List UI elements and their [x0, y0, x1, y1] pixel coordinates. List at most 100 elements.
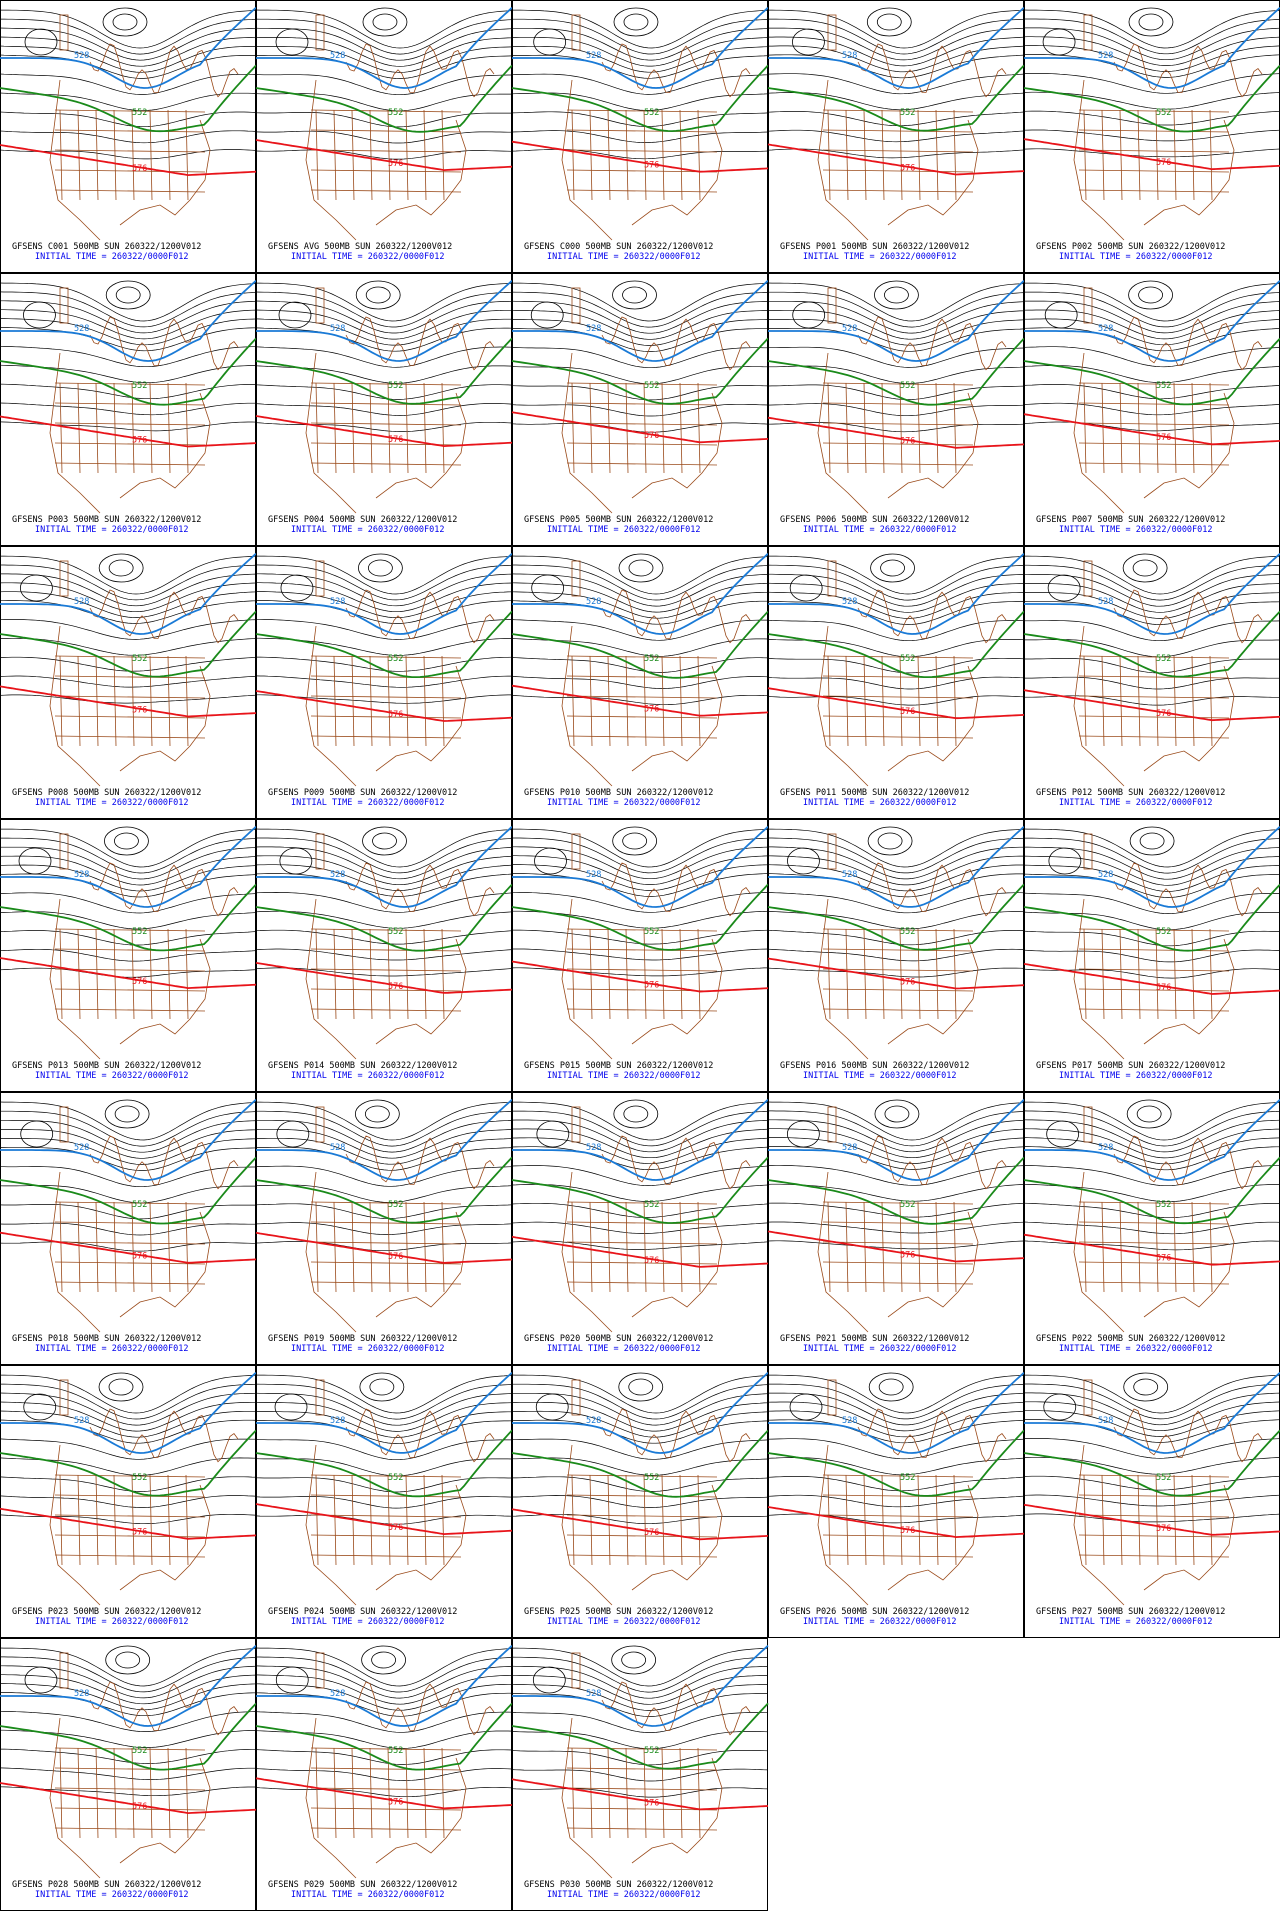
- state-line: [315, 1474, 319, 1566]
- map-panel: 528 552 576 GFSENS P015 500MB SUN 260322/12…: [511, 819, 769, 1092]
- height-contour: [767, 1221, 1025, 1234]
- island: [827, 1379, 837, 1416]
- island: [827, 560, 837, 597]
- state-line: [54, 1787, 206, 1791]
- contour-528: [256, 1645, 513, 1727]
- height-contour: [255, 1420, 513, 1444]
- panel-init: INITIAL TIME = 260322/0000F012: [35, 1617, 189, 1627]
- state-line: [310, 189, 462, 193]
- height-contour: [0, 591, 257, 618]
- height-contour: [1023, 327, 1280, 352]
- map-panel: 528 552 576 GFSENS P028 500MB SUN 260322/12…: [0, 1638, 257, 1911]
- low-center: [276, 1120, 310, 1148]
- state-line: [167, 109, 171, 201]
- low-center: [880, 559, 905, 577]
- contour-528: [768, 1372, 1025, 1454]
- state-line: [1209, 1201, 1213, 1293]
- state-line: [1078, 1534, 1230, 1538]
- state-line: [54, 1767, 206, 1771]
- state-line: [369, 382, 373, 474]
- state-line: [881, 1201, 885, 1293]
- state-line: [566, 1554, 718, 1558]
- state-line: [935, 382, 939, 474]
- state-line: [566, 1241, 718, 1245]
- state-line: [1078, 1008, 1230, 1012]
- height-contour: [512, 1383, 769, 1420]
- state-line: [566, 402, 718, 406]
- state-line: [423, 928, 427, 1020]
- height-contour: [256, 282, 513, 322]
- state-line: [310, 1554, 462, 1558]
- height-contour: [768, 291, 1025, 328]
- height-contour: [767, 967, 1025, 978]
- panel-border: [0, 1365, 256, 1638]
- island: [315, 560, 325, 597]
- state-line: [566, 1534, 718, 1538]
- state-line: [167, 1201, 171, 1293]
- height-contour: [0, 1147, 257, 1171]
- contour-label: 576: [900, 163, 915, 173]
- state-line: [95, 1474, 99, 1566]
- height-contour: [255, 1184, 513, 1203]
- contour-576: [255, 1231, 513, 1264]
- coastline: [561, 1717, 723, 1879]
- contour-label: 576: [900, 707, 915, 717]
- state-line: [1119, 1201, 1123, 1293]
- map-panel: 528 552 576 GFSENS P016 500MB SUN 260322/12…: [767, 819, 1025, 1092]
- height-contour: [1023, 828, 1280, 868]
- contour-label: 528: [586, 1143, 601, 1153]
- contour-528: [1024, 7, 1280, 89]
- coastline: [89, 1135, 239, 1190]
- panel-border: [512, 273, 768, 546]
- map-panel: 528 552 576 GFSENS P011 500MB SUN 260322/12…: [767, 546, 1025, 819]
- state-line: [845, 109, 849, 201]
- panel-init: INITIAL TIME = 260322/0000F012: [1059, 252, 1213, 262]
- state-line: [54, 149, 206, 153]
- height-contour: [255, 1401, 513, 1432]
- island: [571, 560, 581, 597]
- state-line: [310, 1474, 462, 1478]
- island: [315, 1652, 325, 1689]
- panel-title: GFSENS P012 500MB SUN 260322/1200V012: [1036, 788, 1225, 798]
- panel-title: GFSENS P001 500MB SUN 260322/1200V012: [780, 242, 969, 252]
- state-line: [369, 1201, 373, 1293]
- state-line: [827, 655, 831, 747]
- state-line: [1191, 1201, 1195, 1293]
- contour-label: 528: [1098, 597, 1113, 607]
- height-contour: [768, 1110, 1025, 1147]
- state-line: [566, 1747, 718, 1751]
- panel-border: [512, 1638, 768, 1911]
- height-contour: [511, 291, 769, 328]
- low-center: [362, 7, 408, 37]
- coastline: [1113, 43, 1263, 98]
- state-line: [607, 1747, 611, 1839]
- coastline: [1113, 862, 1263, 917]
- state-line: [822, 1261, 974, 1265]
- state-line: [405, 382, 409, 474]
- low-center: [534, 847, 567, 875]
- panel-title: GFSENS P029 500MB SUN 260322/1200V012: [268, 1880, 457, 1890]
- contour-528: [1024, 552, 1280, 635]
- height-contour: [1023, 1146, 1280, 1171]
- contour-528: [512, 1644, 769, 1727]
- state-line: [827, 1474, 831, 1566]
- state-line: [863, 109, 867, 201]
- height-contour: [1023, 91, 1280, 110]
- height-contour: [768, 327, 1025, 352]
- island: [571, 14, 581, 51]
- map-panel: 528 552 576 GFSENS P002 500MB SUN 260322/12…: [1023, 0, 1280, 273]
- low-center: [613, 1099, 659, 1129]
- height-contour: [512, 18, 769, 55]
- height-contour: [1024, 1401, 1280, 1432]
- height-contour: [512, 891, 769, 913]
- height-contour: [511, 1693, 768, 1717]
- state-line: [310, 1787, 462, 1791]
- island: [59, 287, 69, 324]
- state-line: [589, 655, 593, 747]
- height-contour: [255, 1146, 513, 1171]
- contour-label: 576: [644, 705, 659, 715]
- panel-title: GFSENS P027 500MB SUN 260322/1200V012: [1036, 1607, 1225, 1617]
- state-line: [333, 1474, 337, 1566]
- low-center: [623, 13, 649, 31]
- state-line: [827, 1201, 831, 1293]
